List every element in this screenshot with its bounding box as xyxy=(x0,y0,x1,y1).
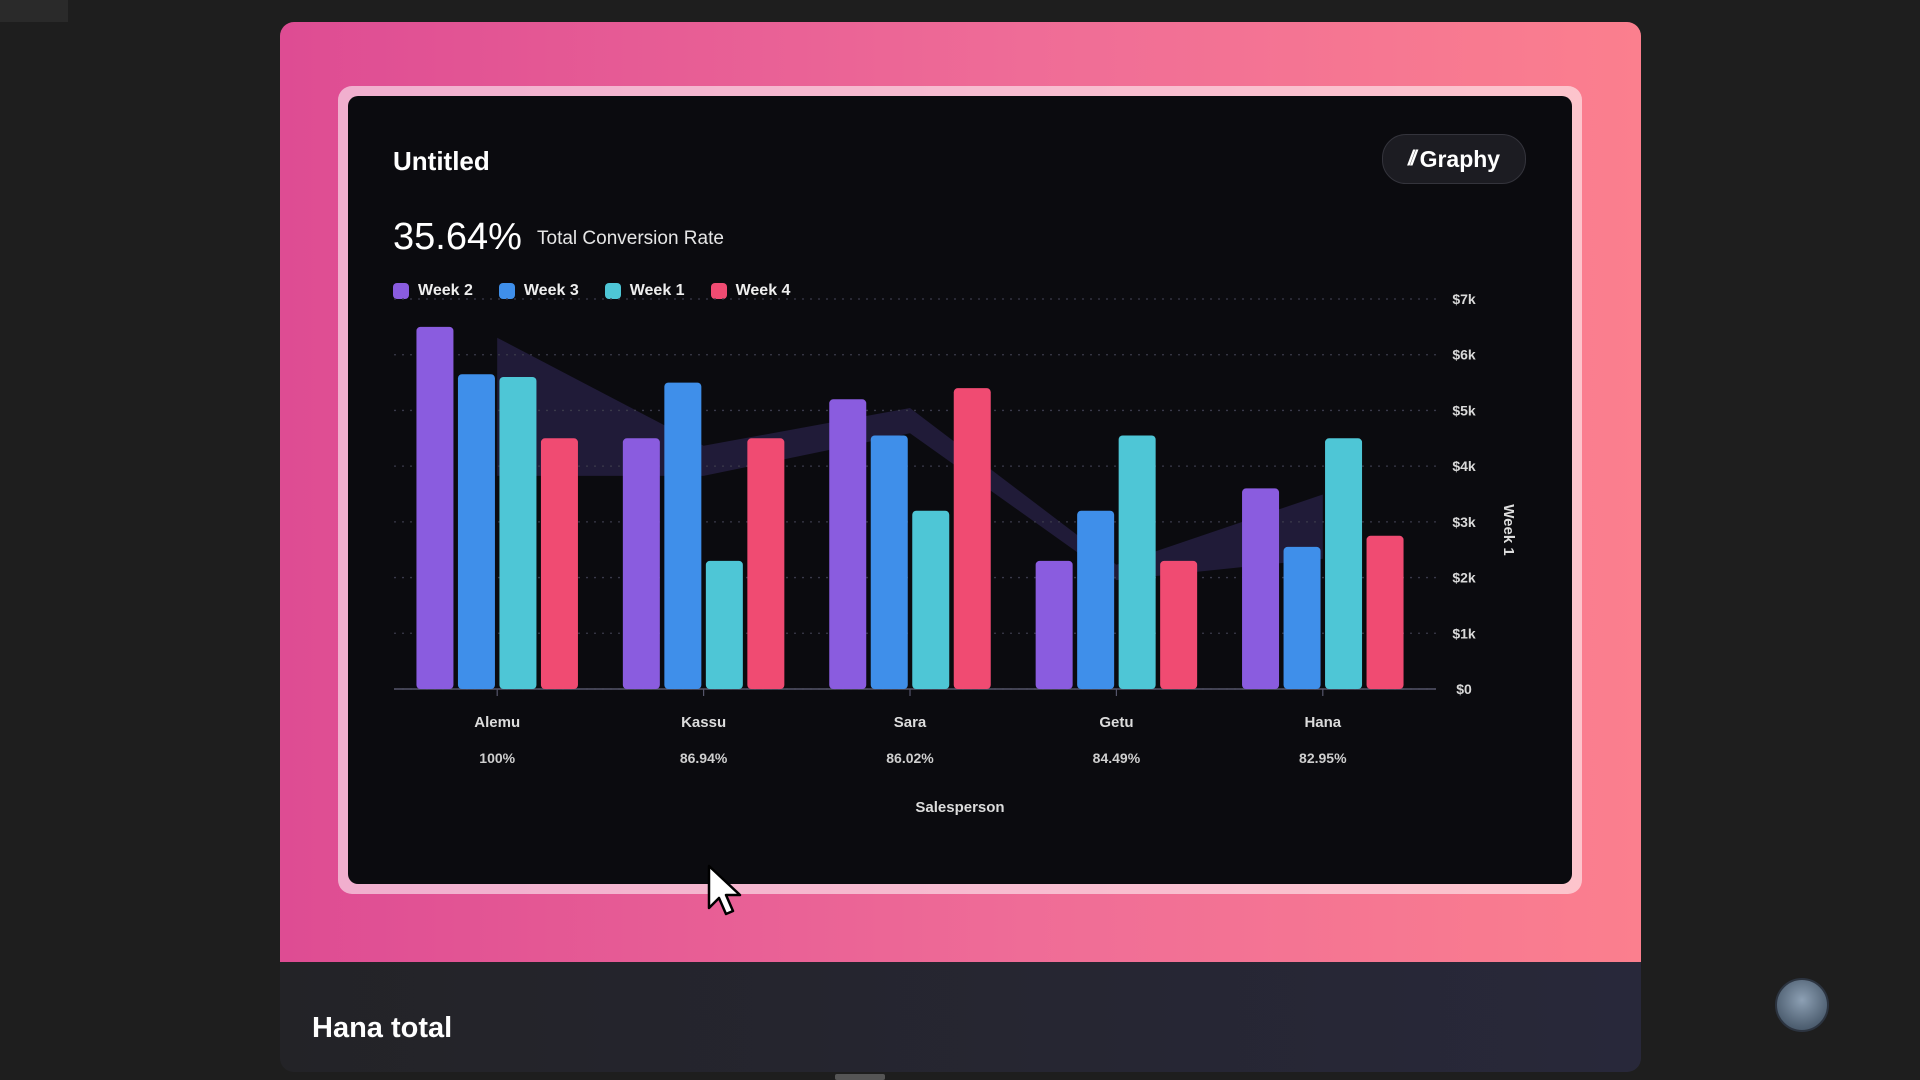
chart-frame: Untitled // Graphy 35.64% Total Conversi… xyxy=(338,86,1582,894)
bar-week4-kassu xyxy=(747,438,785,689)
x-category-label: Kassu xyxy=(681,714,726,731)
x-category-sublabel: 84.49% xyxy=(1093,750,1141,766)
mouse-cursor-icon xyxy=(707,864,742,916)
y-tick-label: $0 xyxy=(1456,681,1472,697)
x-category-label: Getu xyxy=(1099,714,1133,731)
legend-swatch xyxy=(710,283,727,299)
x-category-sublabel: 82.95% xyxy=(1299,750,1347,766)
bar-week3-hana xyxy=(1283,546,1321,689)
y-tick-label: $6k xyxy=(1452,347,1476,363)
x-category-label: Sara xyxy=(894,714,927,731)
bar-week1-kassu xyxy=(705,560,743,689)
bar-week2-sara xyxy=(829,399,867,689)
avatar[interactable] xyxy=(1775,978,1829,1032)
bar-week3-getu xyxy=(1077,510,1115,689)
bar-week4-hana xyxy=(1366,535,1404,689)
bar-week3-alemu xyxy=(457,374,495,689)
graphy-brand-name: Graphy xyxy=(1419,145,1501,172)
legend-label: Week 3 xyxy=(523,282,579,299)
chart-legend: Week 2 Week 3 Week 1 Week 4 xyxy=(393,282,790,300)
legend-item-week1[interactable]: Week 1 xyxy=(604,282,685,300)
x-category-sublabel: 86.94% xyxy=(680,750,728,766)
bar-week2-hana xyxy=(1242,488,1280,689)
legend-swatch xyxy=(604,283,621,299)
bar-week1-alemu xyxy=(499,377,537,689)
x-category-label: Hana xyxy=(1304,714,1341,731)
legend-item-week2[interactable]: Week 2 xyxy=(393,282,473,300)
graphy-logo-icon: // xyxy=(1407,147,1417,170)
scroll-handle[interactable] xyxy=(835,1074,885,1080)
bar-week4-sara xyxy=(953,388,991,689)
window-corner-tab xyxy=(0,0,68,22)
legend-label: Week 2 xyxy=(418,282,473,299)
legend-label: Week 4 xyxy=(735,282,791,299)
bar-week1-getu xyxy=(1118,435,1156,689)
bar-week4-getu xyxy=(1160,560,1198,689)
bar-week3-kassu xyxy=(664,382,702,689)
kpi-label: Total Conversion Rate xyxy=(537,228,724,249)
x-axis-label: Salesperson xyxy=(915,799,1004,816)
y-tick-label: $1k xyxy=(1452,625,1476,641)
card-footer: Hana total xyxy=(280,962,1641,1072)
bar-week1-hana xyxy=(1325,438,1363,689)
y-tick-label: $2k xyxy=(1452,570,1476,586)
legend-label: Week 1 xyxy=(629,282,685,299)
y-axis-label: Week 1 xyxy=(1500,504,1517,555)
gradient-background: Untitled // Graphy 35.64% Total Conversi… xyxy=(280,22,1641,962)
bar-week3-sara xyxy=(870,435,908,689)
graphy-badge[interactable]: // Graphy xyxy=(1382,134,1526,184)
area-ribbon xyxy=(497,337,1323,581)
bar-week1-sara xyxy=(912,510,950,689)
legend-swatch xyxy=(498,283,515,299)
legend-item-week3[interactable]: Week 3 xyxy=(498,282,579,300)
kpi-value: 35.64% xyxy=(393,216,522,258)
bar-week2-alemu xyxy=(416,326,454,689)
chart-card: Untitled // Graphy 35.64% Total Conversi… xyxy=(348,96,1572,884)
legend-item-week4[interactable]: Week 4 xyxy=(710,282,791,300)
y-tick-label: $3k xyxy=(1452,514,1476,530)
bar-week2-getu xyxy=(1035,560,1073,689)
legend-swatch xyxy=(393,283,409,299)
chart-post-card: Untitled // Graphy 35.64% Total Conversi… xyxy=(280,22,1641,1072)
y-tick-label: $4k xyxy=(1452,458,1476,474)
x-category-sublabel: 100% xyxy=(479,750,515,766)
chart-title: Untitled xyxy=(393,146,490,176)
x-category-label: Alemu xyxy=(474,714,520,731)
x-category-sublabel: 86.02% xyxy=(886,750,934,766)
bar-week2-kassu xyxy=(622,438,660,689)
bar-week4-alemu xyxy=(540,438,578,689)
y-tick-label: $5k xyxy=(1452,402,1476,418)
bar-chart: $0 $1k $2k $3k $4k $5k $6k $7k Alemu 100% Kassu 86.… xyxy=(394,291,1517,816)
footer-title: Hana total xyxy=(312,1012,453,1044)
y-tick-label: $7k xyxy=(1452,291,1476,307)
